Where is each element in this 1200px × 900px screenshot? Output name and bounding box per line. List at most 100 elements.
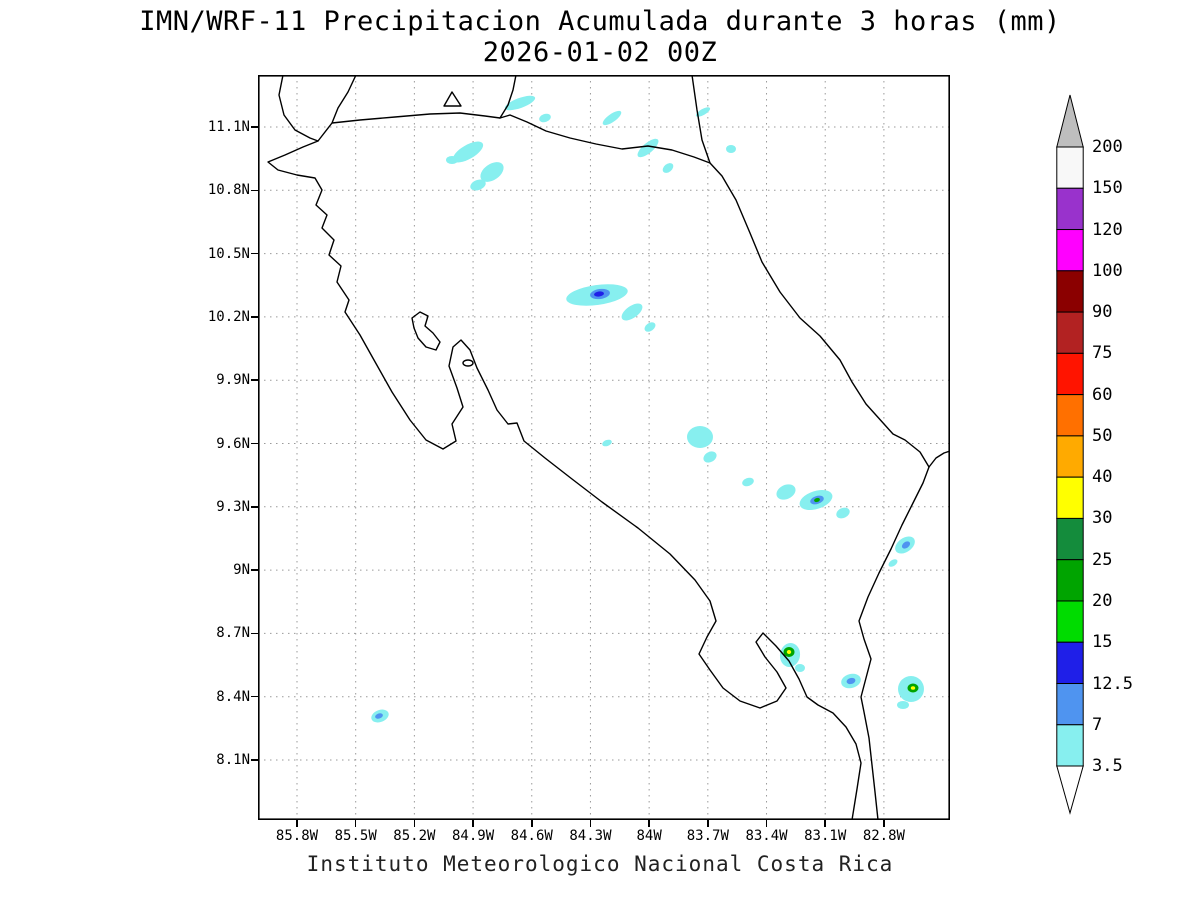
lat-tick-label: 10.8N — [207, 182, 250, 199]
precip-cell — [726, 145, 736, 153]
map-plot-area — [258, 75, 950, 820]
lat-tick-label: 10.5N — [207, 245, 250, 262]
precip-cell — [504, 95, 536, 111]
colorbar-segment — [1056, 187, 1084, 231]
precip-cell — [703, 451, 717, 463]
precip-cell — [695, 107, 711, 117]
lon-tick-mark — [648, 820, 650, 827]
colorbar-segment — [1056, 476, 1084, 519]
lon-tick-mark — [589, 820, 592, 827]
precip-cell — [836, 507, 850, 519]
precip-cell — [662, 163, 674, 173]
precip-cell — [742, 477, 754, 487]
precip-cell — [687, 426, 713, 448]
colorbar-segment — [1056, 352, 1084, 396]
lat-tick-label: 9.3N — [216, 498, 250, 515]
lat-tick-mark — [250, 126, 258, 128]
colorbar-tick-label: 25 — [1092, 549, 1113, 570]
plot-title: IMN/WRF-11 Precipitacion Acumulada duran… — [139, 6, 1061, 37]
colorbar-segment — [1056, 600, 1084, 643]
lat-tick-mark — [250, 252, 258, 255]
colorbar-segment — [1056, 394, 1084, 437]
precip-cell — [814, 497, 820, 503]
colorbar-segment — [1056, 435, 1084, 478]
lon-tick-label: 84.9W — [451, 828, 495, 844]
lon-tick-label: 85.8W — [275, 828, 319, 844]
colorbar-segment — [1056, 229, 1084, 272]
colorbar-segment — [1056, 641, 1084, 685]
precip-cell — [901, 541, 911, 549]
coastline — [267, 75, 950, 820]
colorbar-segment — [1056, 683, 1084, 726]
colorbar-under-arrow — [1056, 765, 1084, 815]
precip-cell — [910, 686, 916, 690]
colorbar-over-arrow — [1056, 94, 1084, 148]
lat-tick-mark — [250, 316, 258, 318]
lat-tick-label: 8.7N — [216, 625, 250, 642]
colorbar-segment — [1056, 311, 1084, 354]
colorbar-segment — [1056, 517, 1084, 561]
colorbar — [1056, 94, 1084, 815]
precip-cell — [846, 677, 856, 685]
lon-tick-mark — [413, 820, 416, 827]
lon-tick-label: 83.7W — [686, 828, 729, 844]
precip-cell — [602, 439, 612, 447]
colorbar-tick-label: 60 — [1092, 384, 1113, 405]
lat-tick-label: 9N — [233, 562, 250, 579]
lat-tick-mark — [250, 442, 258, 445]
precip-cell — [602, 110, 622, 126]
precip-cell — [888, 559, 898, 567]
precip-cell — [644, 322, 656, 332]
colorbar-tick-label: 150 — [1092, 178, 1123, 199]
lon-tick-label: 84W — [636, 828, 662, 844]
precip-cell — [594, 291, 604, 297]
lat-tick-label: 9.6N — [216, 435, 250, 452]
lon-tick-mark — [824, 820, 826, 827]
colorbar-tick-label: 75 — [1092, 343, 1113, 364]
colorbar-tick-label: 40 — [1092, 467, 1113, 488]
precip-cell — [786, 650, 792, 654]
lon-tick-label: 83.4W — [745, 828, 788, 844]
lat-tick-mark — [250, 569, 258, 571]
lon-tick-label: 85.2W — [393, 828, 436, 844]
colorbar-tick-label: 15 — [1092, 632, 1113, 653]
colorbar-tick-label: 3.5 — [1092, 756, 1123, 777]
precip-cell — [776, 484, 796, 500]
lat-tick-mark — [250, 632, 258, 635]
colorbar-tick-label: 100 — [1092, 260, 1123, 281]
colorbar-tick-label: 90 — [1092, 302, 1113, 323]
lat-tick-label: 8.4N — [216, 688, 250, 705]
lon-tick-mark — [472, 820, 474, 827]
institution-caption: Instituto Meteorologico Nacional Costa R… — [306, 852, 894, 876]
precip-cell — [539, 113, 551, 123]
precip-cell — [375, 713, 383, 719]
precip-cell — [621, 303, 643, 321]
lat-tick-mark — [250, 506, 258, 508]
colorbar-tick-label: 200 — [1092, 137, 1123, 157]
lat-tick-mark — [250, 379, 258, 381]
lon-tick-mark — [765, 820, 768, 827]
lon-tick-mark — [707, 820, 709, 827]
lon-tick-mark — [883, 820, 885, 827]
lat-tick-label: 8.1N — [216, 752, 250, 768]
precip-cell — [452, 141, 484, 163]
lat-tick-label: 9.9N — [216, 372, 250, 389]
lat-tick-mark — [250, 695, 258, 698]
precip-cell — [637, 138, 659, 158]
map-frame — [258, 75, 950, 820]
lon-tick-label: 85.5W — [334, 828, 377, 844]
lon-tick-mark — [531, 820, 533, 827]
precipitation-shading — [371, 95, 924, 723]
colorbar-segment — [1056, 270, 1084, 313]
colorbar-tick-label: 50 — [1092, 425, 1113, 446]
lon-tick-label: 84.6W — [510, 828, 553, 844]
precip-cell — [470, 179, 486, 191]
lat-tick-mark — [250, 189, 258, 192]
lat-tick-label: 10.2N — [207, 308, 250, 325]
colorbar-tick-label: 20 — [1092, 590, 1113, 611]
colorbar-tick-label: 12.5 — [1092, 673, 1133, 694]
lat-tick-mark — [250, 759, 258, 761]
plot-datetime: 2026-01-02 00Z — [482, 37, 718, 68]
colorbar-segment — [1056, 559, 1084, 602]
